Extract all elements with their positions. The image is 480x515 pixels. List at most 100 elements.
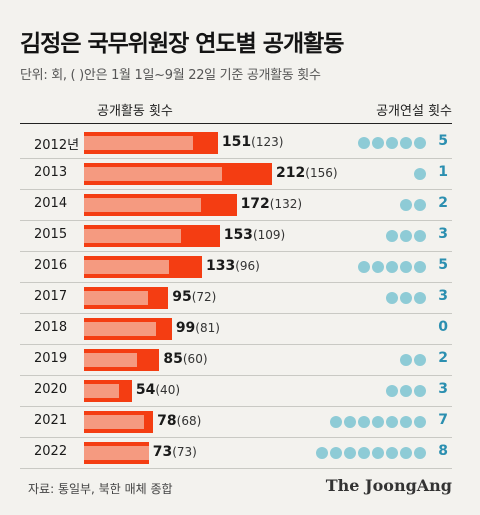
speech-dot-icon xyxy=(400,230,412,242)
activity-value-label: 85(60) xyxy=(163,351,207,367)
speech-dot-icon xyxy=(386,292,398,304)
speech-dot-icon xyxy=(358,447,370,459)
speech-dot-icon xyxy=(400,447,412,459)
chart-row: 2016 133(96) 5 xyxy=(20,252,452,283)
activity-value-label: 78(68) xyxy=(157,413,201,429)
speech-count: 2 xyxy=(438,195,448,211)
speech-dot-icon xyxy=(414,354,426,366)
speech-dot-icon xyxy=(344,447,356,459)
activity-partial-value: (40) xyxy=(155,383,181,397)
chart-row: 2015 153(109) 3 xyxy=(20,221,452,252)
speech-dot-icon xyxy=(414,168,426,180)
speech-dot-icon xyxy=(386,230,398,242)
speech-column-header: 공개연설 횟수 xyxy=(376,104,452,119)
speech-count: 5 xyxy=(438,133,448,149)
speech-dot-icon xyxy=(400,385,412,397)
speech-dot-icon xyxy=(372,137,384,149)
speech-dot-icon xyxy=(344,416,356,428)
chart-row: 2013 212(156) 1 xyxy=(20,159,452,190)
speech-dot-icon xyxy=(400,416,412,428)
speech-dot-icon xyxy=(386,416,398,428)
speech-dot-icon xyxy=(358,416,370,428)
activity-partial-bar xyxy=(84,291,148,305)
speech-dots xyxy=(386,385,426,397)
speech-count: 3 xyxy=(438,381,448,397)
speech-dots xyxy=(386,230,426,242)
speech-dot-icon xyxy=(386,447,398,459)
speech-dot-icon xyxy=(414,416,426,428)
speech-dot-icon xyxy=(372,416,384,428)
speech-dot-icon xyxy=(316,447,328,459)
speech-dot-icon xyxy=(400,354,412,366)
activity-partial-value: (109) xyxy=(252,228,286,242)
speech-dot-icon xyxy=(400,261,412,273)
speech-count: 1 xyxy=(438,164,448,180)
activity-total-value: 172 xyxy=(240,196,270,212)
activity-partial-value: (81) xyxy=(195,321,220,335)
activity-partial-value: (123) xyxy=(251,135,284,149)
speech-dot-icon xyxy=(414,447,426,459)
year-label: 2014 xyxy=(34,196,68,211)
chart-row: 2018 99(81) 0 xyxy=(20,314,452,345)
activity-partial-bar xyxy=(84,446,149,460)
speech-dots xyxy=(400,199,426,211)
speech-dot-icon xyxy=(414,261,426,273)
year-label: 2020 xyxy=(34,382,68,397)
speech-dot-icon xyxy=(414,230,426,242)
speech-dot-icon xyxy=(330,416,342,428)
activity-value-label: 73(73) xyxy=(153,444,197,460)
chart-rows: 2012년 151(123) 5 2013 212(156) 1 2014 172(132) 2… xyxy=(20,128,452,469)
speech-dots xyxy=(414,168,426,180)
chart-row: 2017 95(72) 3 xyxy=(20,283,452,314)
speech-count: 5 xyxy=(438,257,448,273)
activity-total-value: 133 xyxy=(205,258,236,274)
activity-partial-bar xyxy=(84,167,223,181)
speech-dot-icon xyxy=(414,292,426,304)
speech-dots xyxy=(358,137,426,149)
activity-partial-bar xyxy=(84,198,202,212)
speech-count: 3 xyxy=(438,288,448,304)
activity-partial-value: (68) xyxy=(176,414,202,428)
year-label: 2016 xyxy=(34,258,68,273)
speech-count: 0 xyxy=(438,319,448,335)
activity-value-label: 153(109) xyxy=(224,227,286,243)
activity-total-value: 151 xyxy=(221,134,252,150)
activity-total-value: 54 xyxy=(135,382,156,398)
activity-partial-bar xyxy=(84,415,145,429)
activity-total-value: 212 xyxy=(276,165,306,181)
year-label: 2019 xyxy=(34,351,68,366)
speech-dot-icon xyxy=(386,137,398,149)
chart-row: 2022 73(73) 8 xyxy=(20,438,452,469)
speech-dots xyxy=(330,416,426,428)
speech-dots xyxy=(358,261,426,273)
speech-dot-icon xyxy=(386,261,398,273)
year-label: 2015 xyxy=(34,227,68,242)
activity-partial-value: (73) xyxy=(172,445,197,459)
chart-subtitle: 단위: 회, ( )안은 1월 1일~9월 22일 기준 공개활동 횟수 xyxy=(20,68,321,83)
activity-partial-value: (60) xyxy=(182,352,208,366)
activity-value-label: 54(40) xyxy=(136,382,180,398)
speech-dot-icon xyxy=(414,199,426,211)
activity-total-value: 153 xyxy=(223,227,253,243)
speech-dot-icon xyxy=(414,385,426,397)
activity-partial-bar xyxy=(84,229,181,243)
activity-partial-bar xyxy=(84,353,138,367)
activity-value-label: 212(156) xyxy=(276,165,338,181)
activity-partial-value: (96) xyxy=(235,259,260,273)
activity-value-label: 99(81) xyxy=(176,320,220,336)
activity-value-label: 133(96) xyxy=(206,258,260,274)
activity-total-value: 99 xyxy=(175,320,196,336)
activity-total-value: 73 xyxy=(152,444,173,460)
chart-title: 김정은 국무위원장 연도별 공개활동 xyxy=(20,31,344,57)
activity-partial-value: (156) xyxy=(305,166,338,180)
header-rule xyxy=(20,123,452,124)
speech-count: 2 xyxy=(438,350,448,366)
speech-count: 7 xyxy=(438,412,448,428)
speech-dots xyxy=(316,447,426,459)
speech-count: 8 xyxy=(438,443,448,459)
activity-total-value: 95 xyxy=(172,289,192,305)
chart-row: 2012년 151(123) 5 xyxy=(20,128,452,159)
speech-dot-icon xyxy=(372,261,384,273)
year-label: 2012년 xyxy=(34,138,80,153)
speech-dot-icon xyxy=(358,261,370,273)
